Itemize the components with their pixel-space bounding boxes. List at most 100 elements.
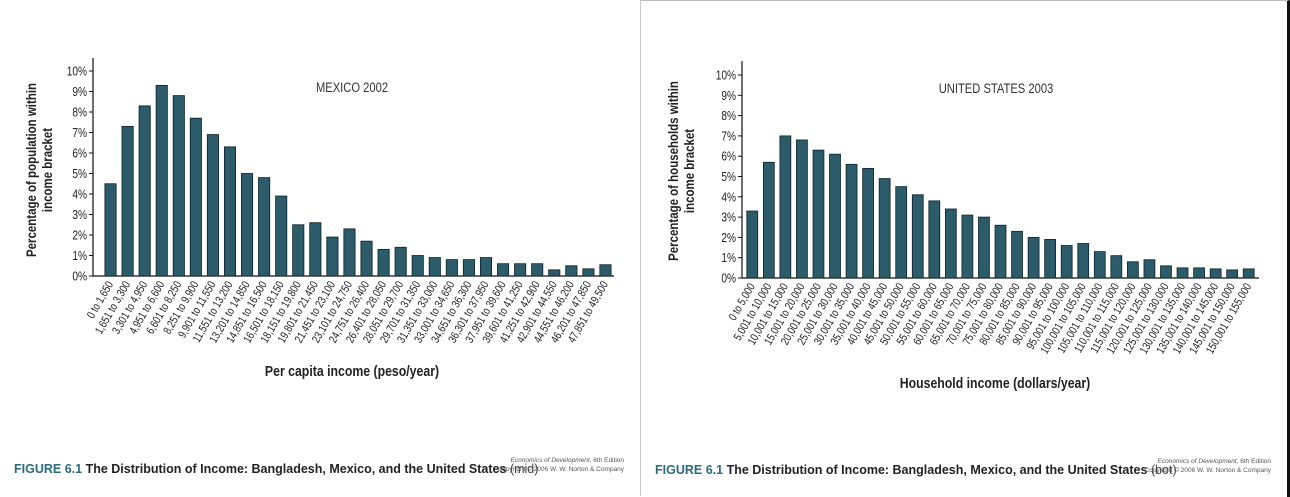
bar — [531, 263, 544, 277]
bar — [292, 224, 305, 277]
mexico-panel: 0% 1% 2% 3% 4% 5% 6% 7% 8% 9% 10% 0 to 1,650 1,651 t… — [0, 0, 640, 496]
bar — [189, 117, 202, 277]
bar — [462, 259, 475, 277]
y-tick-label: 3% — [72, 208, 87, 222]
bar — [394, 246, 407, 277]
bar — [360, 240, 373, 277]
figure-note: (mid) — [509, 462, 539, 476]
bar — [796, 139, 808, 279]
bar — [994, 224, 1007, 279]
y-tick-label: 0% — [721, 271, 736, 285]
bar — [155, 84, 168, 277]
bar — [1193, 267, 1205, 279]
figure-caption: FIGURE 6.1 The Distribution of Income: B… — [655, 463, 1177, 477]
bar — [343, 228, 356, 277]
bar — [258, 177, 271, 277]
bar — [206, 134, 219, 277]
y-tick-label: 2% — [72, 228, 87, 242]
bar — [138, 105, 151, 277]
y-tick-label: 8% — [721, 109, 736, 123]
y-tick-label: 5% — [72, 167, 87, 181]
figure-title: The Distribution of Income: Bangladesh, … — [726, 463, 1148, 477]
y-tick-label: 1% — [721, 251, 736, 265]
bar — [928, 200, 941, 279]
copyright-text: Copyright © 2006 W. W. Norton & Company — [497, 466, 624, 473]
bar — [1011, 230, 1023, 279]
bar — [1110, 255, 1123, 279]
bar — [172, 95, 185, 277]
y-tick-label: 9% — [721, 89, 736, 103]
y-tick-label: 4% — [72, 187, 87, 201]
copyright-text: Copyright © 2006 W. W. Norton & Company — [1144, 467, 1271, 474]
bar — [1060, 245, 1073, 279]
y-tick-label: 8% — [72, 105, 87, 119]
y-tick-label: 4% — [721, 190, 736, 204]
y-axis-label: Percentage of population within — [23, 83, 39, 257]
bar — [377, 248, 390, 277]
book-credit: Economics of Development, 6th Edition Co… — [1144, 457, 1271, 475]
bar — [104, 183, 117, 277]
bar — [479, 257, 493, 277]
bar — [779, 135, 792, 279]
figure-label: FIGURE 6.1 — [14, 462, 83, 476]
book-credit: Economics of Development, 6th Edition Co… — [497, 456, 624, 474]
figure-note: (bot) — [1150, 463, 1177, 477]
y-axis-label: Percentage of households within — [665, 81, 681, 261]
book-edition: , 6th Edition — [1236, 458, 1271, 465]
y-axis-label: income bracket — [39, 127, 55, 212]
us-panel: 0% 1% 2% 3% 4% 5% 6% 7% 8% 9% 10% 0 to 5,000 5,001 t… — [641, 0, 1290, 497]
bar — [1226, 269, 1239, 279]
y-tick-label: 10% — [67, 64, 87, 78]
y-tick-label: 7% — [721, 129, 736, 143]
y-tick-label: 10% — [716, 68, 736, 82]
y-tick-label: 1% — [72, 249, 87, 263]
bar — [241, 173, 254, 277]
bar — [1027, 236, 1040, 279]
figure-caption: FIGURE 6.1 The Distribution of Income: B… — [14, 462, 538, 476]
bar — [121, 125, 134, 277]
x-axis-label: Per capita income (peso/year) — [265, 363, 439, 379]
chart-title: UNITED STATES 2003 — [939, 81, 1054, 96]
bar — [1176, 267, 1189, 279]
figure-title: The Distribution of Income: Bangladesh, … — [85, 462, 507, 476]
bar — [961, 214, 974, 279]
bar — [862, 167, 874, 279]
bar — [845, 163, 858, 279]
bar — [223, 146, 237, 277]
bar — [548, 269, 561, 277]
y-tick-label: 7% — [72, 126, 87, 140]
bar — [1127, 261, 1139, 279]
bar — [326, 236, 339, 277]
y-axis-label: income bracket — [681, 128, 697, 213]
bar — [1077, 243, 1090, 279]
y-tick-label: 3% — [721, 210, 736, 224]
bar — [582, 268, 595, 277]
bar — [1143, 259, 1156, 279]
bar — [599, 264, 612, 277]
bar — [895, 186, 908, 279]
bar — [1242, 268, 1255, 279]
book-edition: , 6th Edition — [589, 457, 624, 464]
y-tick-label: 6% — [72, 146, 87, 160]
bar — [411, 255, 424, 277]
bar — [428, 257, 441, 277]
bar — [911, 194, 924, 279]
y-tick-label: 0% — [72, 269, 87, 283]
bar — [878, 178, 891, 279]
bar — [1209, 268, 1222, 279]
y-tick-label: 6% — [721, 150, 736, 164]
bar — [1093, 251, 1106, 279]
book-title: Economics of Development — [510, 457, 590, 464]
x-axis-label: Household income (dollars/year) — [900, 375, 1091, 391]
bar — [497, 263, 510, 277]
bar — [978, 216, 990, 279]
panel-divider — [640, 0, 641, 496]
book-title: Economics of Development — [1157, 458, 1237, 465]
y-tick-label: 2% — [721, 231, 736, 245]
bar — [762, 161, 775, 279]
y-tick-label: 5% — [721, 170, 736, 184]
bar — [445, 259, 458, 277]
y-tick-label: 9% — [72, 85, 87, 99]
bar — [1044, 239, 1056, 279]
